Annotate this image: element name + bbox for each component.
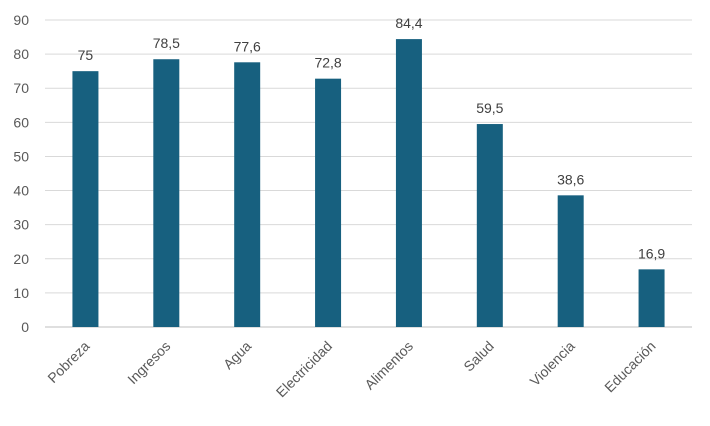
- y-axis-tick-labels: 0 10 20 30 40 50 60 70 80 90: [13, 12, 29, 335]
- y-tick-label: 0: [21, 319, 29, 335]
- bar-electricidad: [315, 78, 342, 327]
- x-category-label: Electricidad: [273, 338, 335, 400]
- bar-salud: [476, 124, 503, 328]
- y-tick-label: 20: [13, 251, 29, 267]
- gridlines: [45, 19, 692, 328]
- x-axis-category-labels: Pobreza Ingresos Agua Electricidad Alimentos…: [44, 338, 658, 401]
- bar-agua: [234, 62, 261, 327]
- x-category-label: Alimentos: [361, 338, 416, 393]
- bar-educación: [638, 269, 665, 327]
- y-tick-label: 70: [13, 80, 29, 96]
- y-tick-label: 90: [13, 12, 29, 28]
- y-tick-label: 60: [13, 114, 29, 130]
- y-tick-label: 80: [13, 46, 29, 62]
- x-category-label: Agua: [220, 338, 255, 373]
- y-tick-label: 40: [13, 183, 29, 199]
- x-category-label: Salud: [460, 338, 497, 375]
- data-label: 59,5: [476, 100, 503, 116]
- bar-pobreza: [72, 71, 99, 328]
- data-label: 16,9: [638, 245, 665, 261]
- x-category-label: Pobreza: [44, 338, 92, 386]
- x-category-label: Ingresos: [124, 338, 173, 387]
- y-tick-label: 30: [13, 217, 29, 233]
- y-tick-label: 10: [13, 285, 29, 301]
- data-label: 72,8: [314, 55, 341, 71]
- data-label: 38,6: [557, 171, 584, 187]
- data-label: 77,6: [234, 38, 261, 54]
- data-labels: 75 78,5 77,6 72,8 84,4 59,5 38,6 16,9: [78, 15, 666, 261]
- x-category-label: Educación: [601, 338, 659, 396]
- data-label: 78,5: [153, 35, 180, 51]
- bar-violencia: [557, 195, 584, 327]
- bar-alimentos: [395, 39, 422, 327]
- x-category-label: Violencia: [526, 338, 577, 389]
- data-label: 84,4: [395, 15, 422, 31]
- data-label: 75: [78, 47, 94, 63]
- y-tick-label: 50: [13, 148, 29, 164]
- bars: [72, 39, 665, 328]
- bar-ingresos: [153, 59, 180, 327]
